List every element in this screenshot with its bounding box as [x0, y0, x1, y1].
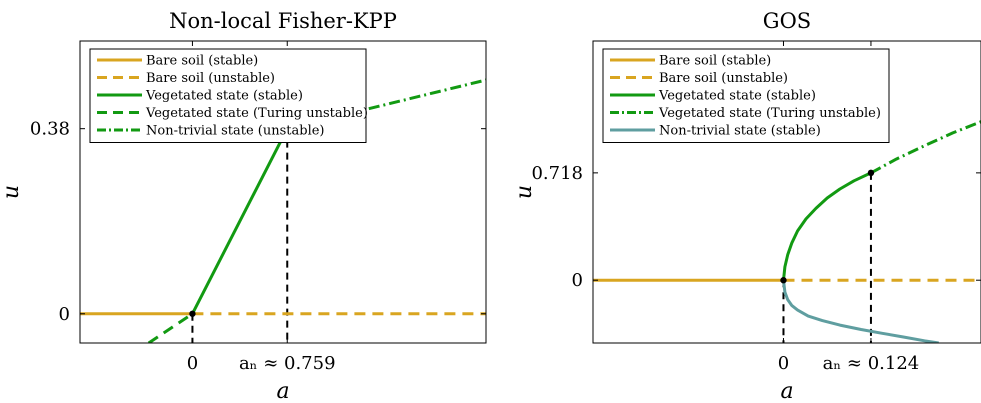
- series-line-veg-unstable-low: [147, 312, 194, 343]
- legend-label: Bare soil (unstable): [659, 71, 788, 86]
- x-tick-label: 0: [778, 353, 789, 374]
- x-tick-label: aₙ ≈ 0.759: [239, 353, 336, 374]
- panel-gos: GOS 0 aₙ ≈ 0.124 0 0.718 a u Bare soil (stable)…: [512, 9, 981, 403]
- series-line-nontrivial-unstable: [286, 78, 486, 131]
- axes-box: [79, 40, 487, 344]
- chart-title: Non-local Fisher-KPP: [169, 9, 397, 33]
- legend-label: Vegetated state (Turing unstable): [145, 106, 368, 121]
- series-line-veg-stable: [191, 128, 289, 315]
- x-axis-label: a: [276, 379, 289, 403]
- bifurcation-point: [189, 310, 196, 317]
- legend-label: Vegetated state (stable): [145, 89, 303, 104]
- y-tick-label: 0: [572, 270, 583, 291]
- chart-title: GOS: [763, 9, 811, 33]
- plot-area: [80, 78, 486, 343]
- y-tick-label: 0.38: [30, 119, 70, 140]
- axes-box: [592, 40, 981, 344]
- series-line-veg-stable: [782, 171, 872, 281]
- bifurcation-point: [867, 169, 875, 177]
- series-line-nontrivial-stable: [782, 280, 939, 343]
- legend-label: Vegetated state (stable): [658, 89, 816, 104]
- x-axis-label: a: [780, 379, 793, 403]
- y-tick-label: 0.718: [531, 163, 583, 184]
- x-tick-label: aₙ ≈ 0.124: [823, 353, 920, 374]
- bifurcation-point: [780, 277, 787, 284]
- y-axis-label: u: [512, 185, 537, 199]
- panel-nonlocal-fisher-kpp: Non-local Fisher-KPP 0 aₙ ≈ 0.759 0 0.38 a u Ba…: [0, 9, 487, 403]
- y-tick-label: 0: [59, 304, 70, 325]
- legend-label: Bare soil (stable): [146, 54, 258, 69]
- plot-area: [593, 120, 981, 343]
- legend: Bare soil (stable) Bare soil (unstable) Ve…: [89, 48, 368, 143]
- legend-box: [89, 48, 367, 143]
- legend-label: Bare soil (unstable): [146, 71, 275, 86]
- legend-label: Vegetated state (Turing unstable): [658, 106, 881, 121]
- legend-label: Non-trivial state (unstable): [146, 124, 325, 139]
- legend-label: Non-trivial state (stable): [659, 124, 821, 139]
- legend-label: Bare soil (stable): [659, 54, 771, 69]
- x-tick-label: 0: [187, 353, 198, 374]
- legend: Bare soil (stable) Bare soil (unstable) Ve…: [602, 48, 890, 143]
- y-axis-label: u: [0, 185, 24, 199]
